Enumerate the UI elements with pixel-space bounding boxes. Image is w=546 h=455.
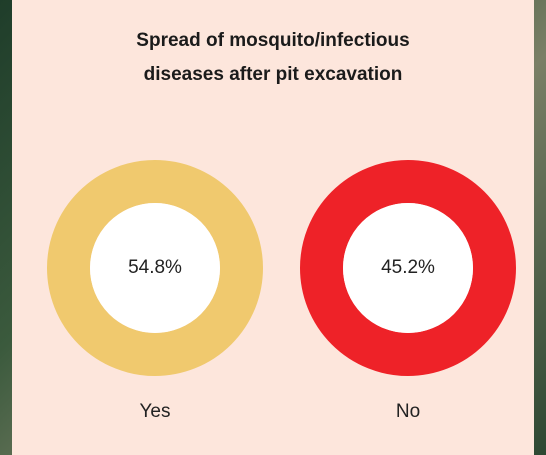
ring — [300, 160, 516, 376]
value-label: 45.2% — [381, 257, 435, 278]
ring — [47, 160, 263, 376]
ring-hole — [90, 203, 220, 333]
category-label: No — [396, 401, 420, 422]
chart-title: Spread of mosquito/infectious diseases a… — [136, 30, 410, 85]
value-label: 54.8% — [128, 257, 182, 278]
category-label: Yes — [140, 401, 171, 422]
ring-hole — [343, 203, 473, 333]
